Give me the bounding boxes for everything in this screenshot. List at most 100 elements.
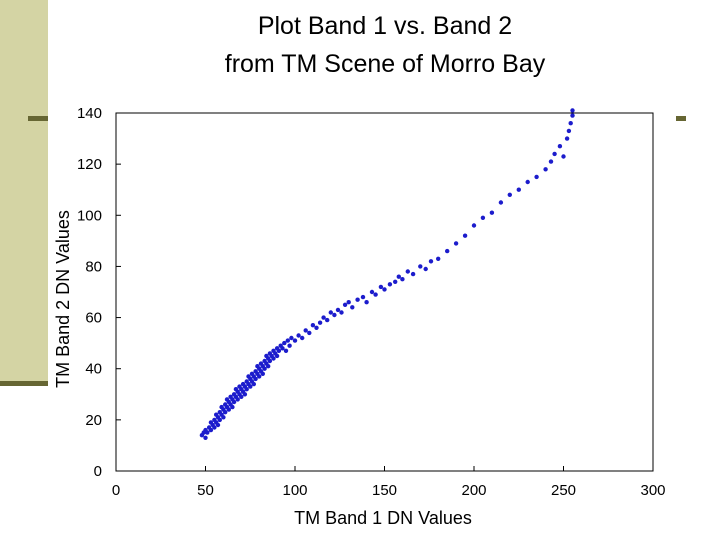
plot-frame — [115, 112, 654, 472]
scatter-point — [244, 387, 249, 392]
y-tick-label: 20 — [85, 412, 102, 429]
scatter-point — [292, 338, 298, 343]
scatter-point — [364, 300, 369, 305]
slide-accent-band — [0, 0, 48, 382]
scatter-point — [217, 417, 222, 423]
x-tick-label: 200 — [461, 482, 486, 499]
scatter-point — [346, 300, 351, 305]
scatter-point — [423, 266, 428, 272]
scatter-point — [221, 415, 226, 420]
scatter-point — [205, 430, 210, 435]
scatter-point — [267, 358, 273, 364]
scatter-point — [203, 435, 208, 440]
scatter-point — [543, 167, 548, 172]
x-tick-label: 100 — [282, 482, 307, 499]
scatter-point — [285, 338, 290, 343]
scatter-point — [223, 410, 228, 415]
y-tick-label: 0 — [94, 463, 102, 480]
scatter-point — [552, 151, 557, 157]
scatter-point — [342, 302, 348, 307]
y-tick-label: 60 — [85, 310, 102, 327]
scatter-point — [231, 399, 237, 405]
scatter-point — [400, 277, 405, 282]
slide-right-margin — [676, 0, 720, 382]
chart-title-line-2: from TM Scene of Morro Bay — [225, 50, 546, 78]
scatter-point — [321, 315, 326, 320]
scatter-point — [387, 282, 393, 287]
scatter-point — [534, 174, 539, 180]
scatter-point — [289, 335, 294, 341]
y-tick-label: 40 — [85, 361, 102, 378]
scatter-point — [396, 274, 401, 279]
x-tick-label: 250 — [551, 482, 576, 499]
scatter-point — [307, 330, 312, 336]
scatter-point — [212, 425, 217, 430]
scatter-point — [382, 287, 387, 292]
scatter-point — [489, 210, 495, 215]
scatter-point — [561, 154, 566, 159]
scatter-point — [235, 397, 240, 402]
scatter-chart: Plot Band 1 vs. Band 2 from TM Scene of … — [53, 12, 666, 528]
scatter-point — [242, 392, 248, 397]
scatter-point — [339, 310, 344, 315]
scatter-point — [428, 259, 434, 264]
chart-title-line-1: Plot Band 1 vs. Band 2 — [258, 12, 512, 40]
scatter-point — [280, 346, 285, 351]
scatter-point — [230, 404, 235, 410]
scatter-point — [310, 323, 316, 328]
scatter-point — [525, 179, 530, 185]
scatter-points — [199, 108, 575, 440]
scatter-point — [568, 121, 573, 126]
scatter-point — [283, 348, 289, 353]
slide-rule-left — [28, 116, 54, 121]
y-tick-label: 80 — [85, 258, 102, 275]
scatter-point — [325, 317, 330, 323]
x-tick-label: 300 — [640, 482, 665, 499]
scatter-point — [300, 335, 305, 341]
scatter-point — [262, 366, 267, 371]
y-tick-label: 120 — [77, 156, 102, 173]
scatter-point — [471, 223, 477, 228]
scatter-point — [328, 310, 333, 315]
scatter-point — [405, 269, 410, 274]
scatter-point — [274, 353, 280, 359]
scatter-point — [239, 394, 244, 399]
scatter-point — [369, 289, 375, 295]
scatter-point — [296, 333, 301, 338]
scatter-point — [276, 348, 282, 353]
y-tick-label: 140 — [77, 105, 102, 122]
scatter-point — [410, 271, 416, 277]
scatter-point — [498, 200, 504, 205]
scatter-point — [355, 297, 360, 302]
x-tick-label: 50 — [197, 482, 214, 499]
axis-ticks: 0 50 100 150 200 250 300 0 20 40 60 80 100 120 140 — [77, 105, 666, 499]
scatter-point — [445, 248, 450, 254]
scatter-point — [570, 108, 575, 113]
x-axis-title: TM Band 1 DN Values — [294, 508, 472, 528]
scatter-point — [253, 376, 258, 382]
scatter-point — [260, 371, 265, 376]
scatter-point — [436, 256, 441, 261]
scatter-point — [332, 312, 337, 318]
scatter-point — [360, 294, 366, 300]
scatter-point — [271, 356, 276, 361]
chart-figure: Plot Band 1 vs. Band 2 from TM Scene of … — [48, 4, 676, 536]
scatter-point — [350, 305, 355, 310]
scatter-point — [548, 159, 554, 164]
x-tick-label: 0 — [112, 482, 120, 499]
scatter-point — [282, 340, 287, 346]
scatter-point — [335, 307, 341, 313]
scatter-point — [453, 241, 459, 246]
scatter-point — [378, 284, 384, 290]
scatter-point — [516, 187, 521, 192]
scatter-point — [393, 279, 398, 284]
slide-rule-bottom — [0, 381, 48, 386]
scatter-point — [418, 264, 423, 269]
scatter-point — [215, 422, 221, 428]
scatter-point — [564, 136, 570, 141]
slide-bottom-margin — [0, 382, 48, 540]
scatter-point — [557, 144, 563, 149]
scatter-point — [480, 215, 486, 220]
x-tick-label: 150 — [372, 482, 397, 499]
scatter-point — [208, 427, 214, 433]
